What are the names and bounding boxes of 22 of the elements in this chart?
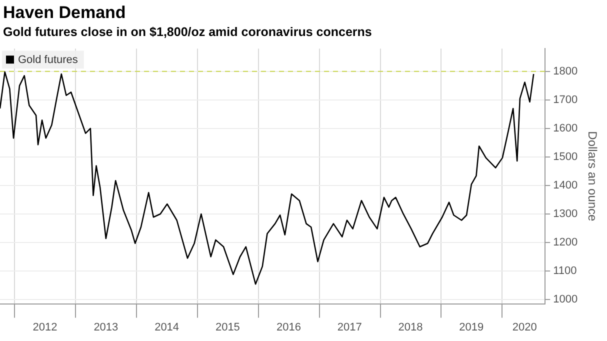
y-tick-label: 1500 (553, 150, 578, 163)
chart-title: Haven Demand (3, 3, 127, 23)
y-tick-label: 1800 (553, 65, 578, 78)
x-tick-label: 2018 (398, 321, 423, 334)
y-tick-label: 1200 (553, 236, 578, 249)
x-tick-label: 2020 (512, 321, 537, 334)
x-tick-label: 2015 (215, 321, 240, 334)
y-tick-label: 1600 (553, 122, 578, 134)
x-tick-label: 2014 (154, 321, 180, 334)
y-tick-label: 1700 (553, 94, 578, 106)
x-tick-label: 2017 (337, 321, 362, 334)
legend-label: Gold futures (18, 54, 78, 66)
y-tick-label: 1300 (553, 208, 578, 220)
chart-subtitle: Gold futures close in on $1,800/oz amid coronavirus concerns (3, 25, 373, 39)
y-tick-label: 1000 (553, 294, 578, 306)
y-axis-title: Dollars an ounce (585, 131, 600, 222)
x-tick-label: 2019 (459, 321, 484, 334)
x-tick-label: 2013 (94, 321, 118, 334)
y-tick-label: 1400 (553, 180, 578, 192)
x-tick-label: 2016 (276, 321, 301, 334)
x-tick-label: 2012 (32, 321, 58, 334)
y-tick-label: 1100 (553, 265, 577, 278)
